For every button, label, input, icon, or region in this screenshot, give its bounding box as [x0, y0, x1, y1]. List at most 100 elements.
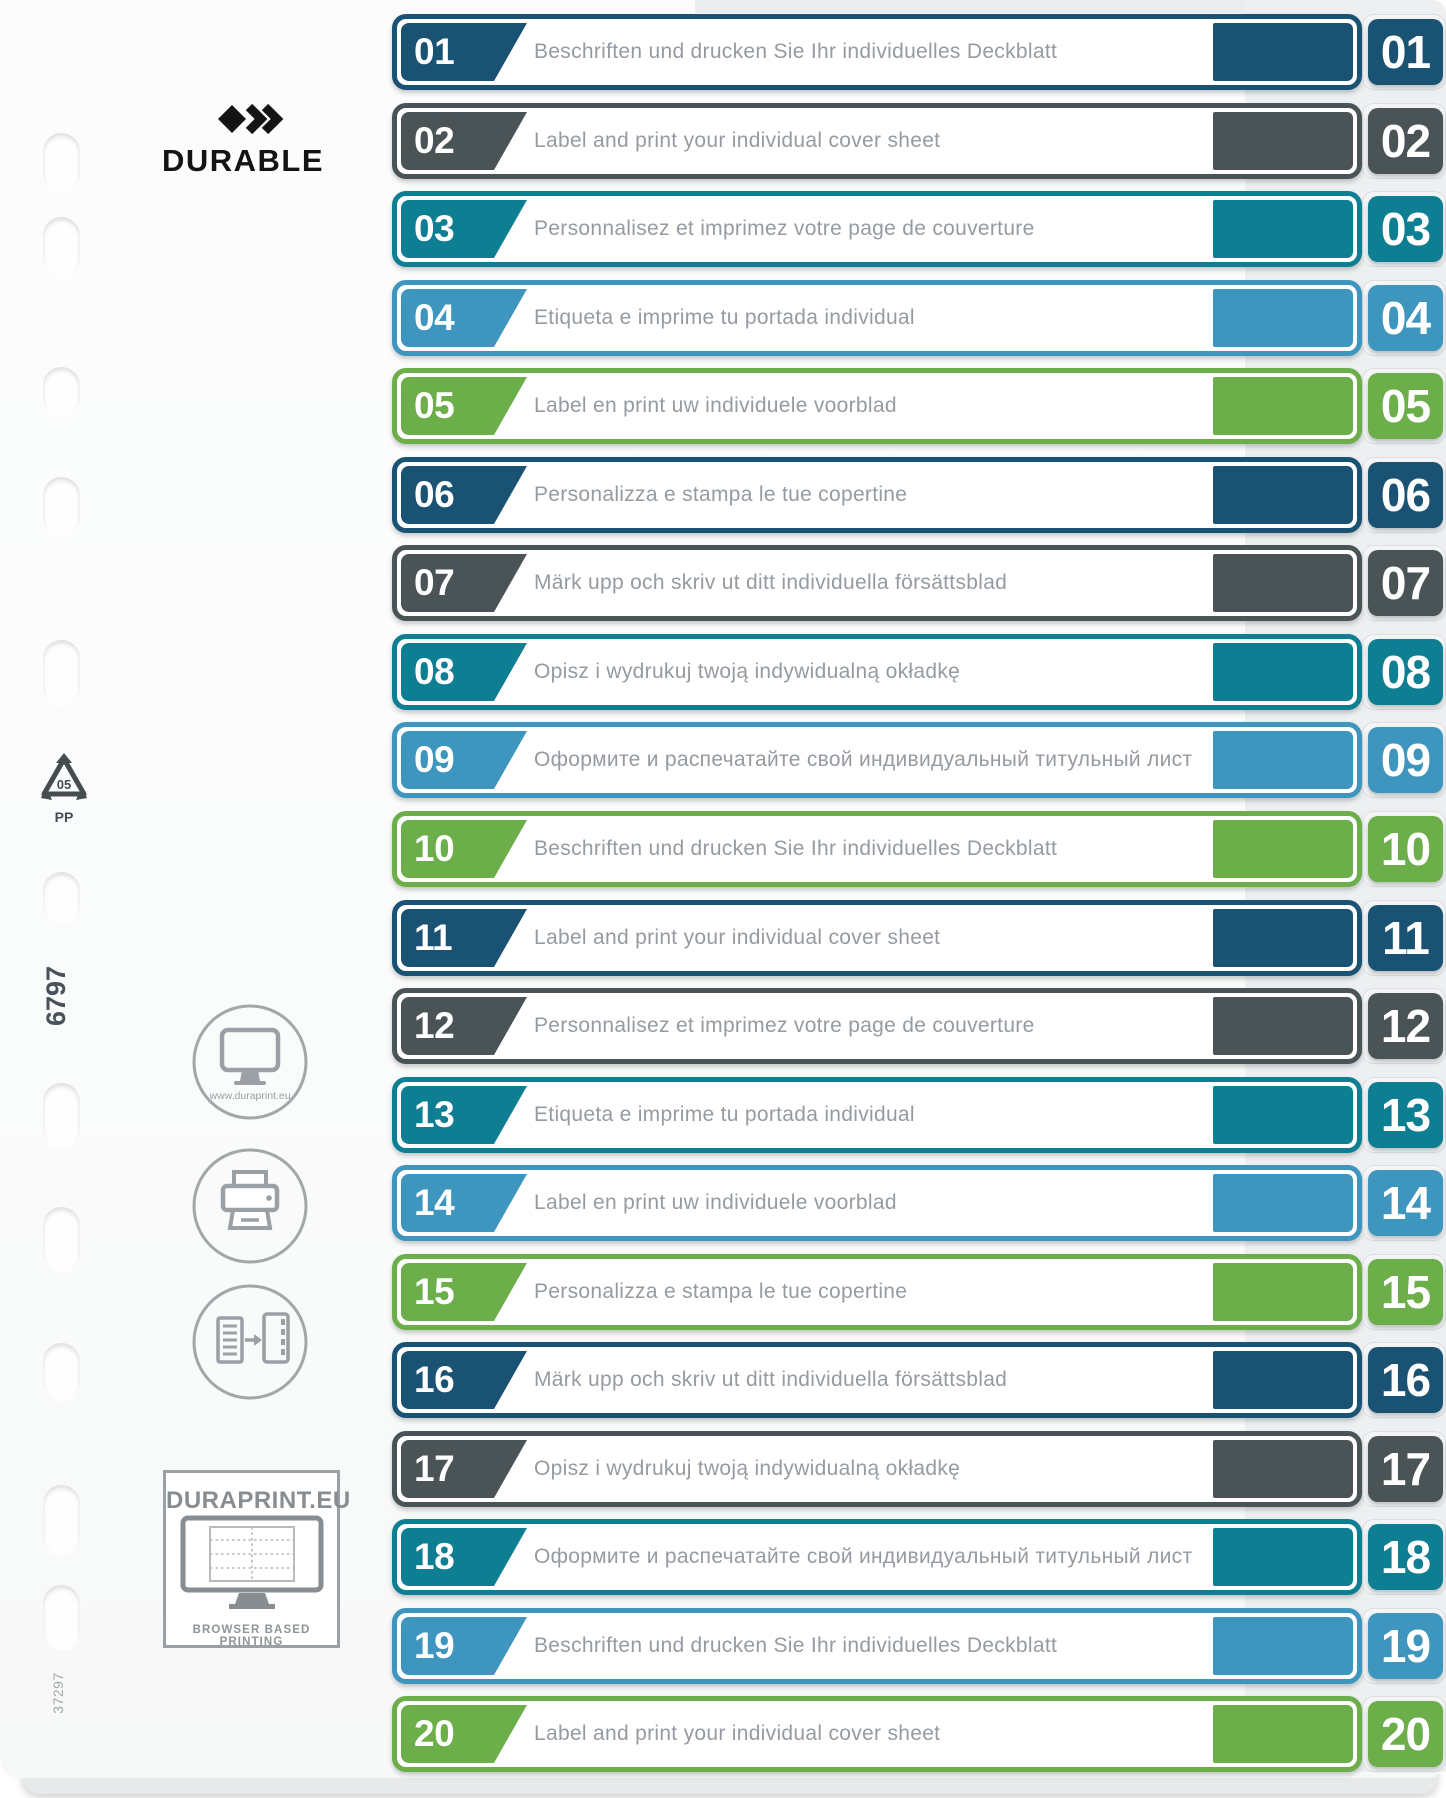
row-number: 17 [414, 1448, 455, 1489]
row-bar: 01 Beschriften und drucken Sie Ihr indiv… [392, 14, 1362, 90]
index-row: 03 Personnalisez et imprimez votre page … [0, 191, 1446, 267]
punch-hole [43, 872, 80, 924]
row-number: 16 [414, 1359, 455, 1400]
row-color-block [1213, 1528, 1353, 1586]
index-tab: 10 [1368, 816, 1443, 882]
row-color-block [1213, 1440, 1353, 1498]
row-number-badge: 17 [401, 1440, 527, 1498]
row-label: Label and print your individual cover sh… [534, 1722, 941, 1745]
row-number: 05 [414, 385, 455, 426]
row-number-badge: 03 [401, 200, 527, 258]
duraprint-title: DURAPRINT.EU [166, 1487, 351, 1514]
row-bar: 18 Оформите и распечатайте свой индивиду… [392, 1519, 1362, 1595]
tab-number: 14 [1380, 1177, 1431, 1229]
row-bar: 15 Personalizza e stampa le tue copertin… [392, 1254, 1362, 1330]
index-tab: 17 [1368, 1436, 1443, 1502]
row-bar: 11 Label and print your individual cover… [392, 900, 1362, 976]
punch-hole [43, 1083, 80, 1148]
index-row: 15 Personalizza e stampa le tue copertin… [0, 1254, 1446, 1330]
row-label: Оформите и распечатайте свой индивидуаль… [534, 748, 1193, 771]
index-row: 20 Label and print your individual cover… [0, 1696, 1446, 1772]
sheet-stack-top-edge [695, 0, 1245, 13]
tab-number: 05 [1380, 380, 1431, 432]
index-row: 04 Etiqueta e imprime tu portada individ… [0, 280, 1446, 356]
tab-number: 17 [1380, 1443, 1431, 1495]
row-color-block [1213, 909, 1353, 967]
row-color-block [1213, 731, 1353, 789]
row-number-badge: 02 [401, 112, 527, 170]
index-row: 14 Label en print uw individuele voorbla… [0, 1165, 1446, 1241]
tab-number: 08 [1380, 646, 1431, 698]
index-row: 06 Personalizza e stampa le tue copertin… [0, 457, 1446, 533]
tab-number: 09 [1380, 734, 1431, 786]
row-number: 03 [414, 208, 455, 249]
index-row: 18 Оформите и распечатайте свой индивиду… [0, 1519, 1446, 1595]
row-number: 20 [414, 1713, 455, 1754]
row-label: Beschriften und drucken Sie Ihr individu… [534, 1634, 1058, 1657]
row-bar: 16 Märk upp och skriv ut ditt individuel… [392, 1342, 1362, 1418]
row-label: Personalizza e stampa le tue copertine [534, 483, 908, 506]
punch-hole [43, 1485, 80, 1555]
row-number: 10 [414, 828, 455, 869]
row-color-block [1213, 466, 1353, 524]
index-tab: 12 [1368, 993, 1443, 1059]
row-color-block [1213, 1705, 1353, 1763]
row-label: Opisz i wydrukuj twoją indywidualną okła… [534, 660, 961, 683]
index-tab: 08 [1368, 639, 1443, 705]
row-number-badge: 10 [401, 820, 527, 878]
row-label: Label and print your individual cover sh… [534, 129, 941, 152]
index-row: 07 Märk upp och skriv ut ditt individuel… [0, 545, 1446, 621]
index-row: 11 Label and print your individual cover… [0, 900, 1446, 976]
tab-number: 18 [1380, 1531, 1431, 1583]
row-label: Label en print uw individuele voorblad [534, 1191, 897, 1214]
row-bar: 09 Оформите и распечатайте свой индивиду… [392, 722, 1362, 798]
tab-number: 15 [1380, 1266, 1431, 1318]
row-color-block [1213, 643, 1353, 701]
row-number-badge: 01 [401, 23, 527, 81]
row-number: 19 [414, 1625, 455, 1666]
row-label: Etiqueta e imprime tu portada individual [534, 306, 915, 329]
row-color-block [1213, 200, 1353, 258]
index-tab: 03 [1368, 196, 1443, 262]
row-color-block [1213, 377, 1353, 435]
punch-hole [43, 1343, 80, 1401]
row-number: 14 [414, 1182, 455, 1223]
index-tab: 13 [1368, 1082, 1443, 1148]
row-bar: 17 Opisz i wydrukuj twoją indywidualną o… [392, 1431, 1362, 1507]
tab-number: 19 [1380, 1620, 1431, 1672]
punch-hole [43, 640, 80, 706]
row-number-badge: 09 [401, 731, 527, 789]
row-label: Opisz i wydrukuj twoją indywidualną okła… [534, 1457, 961, 1480]
index-tab: 16 [1368, 1347, 1443, 1413]
row-bar: 08 Opisz i wydrukuj twoją indywidualną o… [392, 634, 1362, 710]
row-color-block [1213, 1174, 1353, 1232]
row-color-block [1213, 554, 1353, 612]
row-number-badge: 07 [401, 554, 527, 612]
row-bar: 06 Personalizza e stampa le tue copertin… [392, 457, 1362, 533]
index-row: 10 Beschriften und drucken Sie Ihr indiv… [0, 811, 1446, 887]
recycle-pp-icon: 05 PP [34, 752, 94, 825]
row-number: 09 [414, 739, 455, 780]
row-number: 08 [414, 651, 455, 692]
index-row: 09 Оформите и распечатайте свой индивиду… [0, 722, 1446, 798]
row-color-block [1213, 1351, 1353, 1409]
index-row: 19 Beschriften und drucken Sie Ihr indiv… [0, 1608, 1446, 1684]
row-bar: 02 Label and print your individual cover… [392, 103, 1362, 179]
row-label: Etiqueta e imprime tu portada individual [534, 1103, 915, 1126]
durable-logo-text: DURABLE [161, 143, 325, 178]
row-number: 15 [414, 1271, 455, 1312]
index-row: 12 Personnalisez et imprimez votre page … [0, 988, 1446, 1064]
punch-hole [43, 133, 80, 193]
tab-number: 13 [1380, 1089, 1431, 1141]
tab-number: 16 [1380, 1354, 1431, 1406]
punch-hole [43, 217, 80, 277]
row-bar: 19 Beschriften und drucken Sie Ihr indiv… [392, 1608, 1362, 1684]
row-number: 02 [414, 120, 455, 161]
row-number-badge: 16 [401, 1351, 527, 1409]
row-bar: 13 Etiqueta e imprime tu portada individ… [392, 1077, 1362, 1153]
row-color-block [1213, 1086, 1353, 1144]
row-number: 01 [414, 31, 455, 72]
row-label: Оформите и распечатайте свой индивидуаль… [534, 1545, 1193, 1568]
row-number-badge: 11 [401, 909, 527, 967]
row-color-block [1213, 112, 1353, 170]
